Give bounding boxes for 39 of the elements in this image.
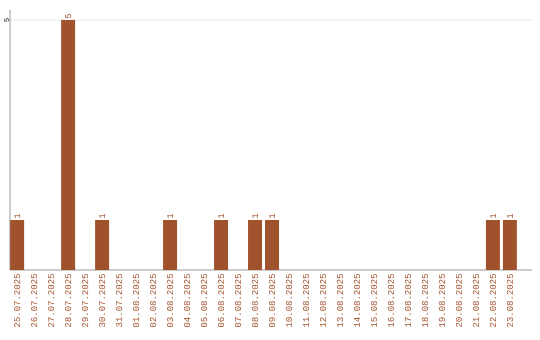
x-tick-label: 11.08.2025: [302, 274, 310, 327]
x-tick-label: 22.08.2025: [490, 274, 496, 327]
data-label: 1: [218, 214, 224, 218]
x-tick-label: 20.08.2025: [456, 274, 462, 327]
data-label: 1: [167, 214, 174, 218]
x-tick-label: 27.07.2025: [48, 274, 54, 327]
x-tick-label: 04.08.2025: [184, 274, 190, 327]
data-label: 1: [506, 214, 513, 218]
x-tick-label: 23.08.2025: [506, 274, 513, 327]
x-tick-label: 15.08.2025: [370, 274, 378, 327]
x-tick-label: 25.07.2025: [14, 274, 20, 327]
data-label: 1: [99, 214, 106, 218]
x-tick-label: 30.07.2025: [99, 274, 106, 327]
data-label: 5: [65, 14, 72, 18]
x-tick-label: 02.08.2025: [150, 274, 156, 327]
data-label: 1: [14, 214, 20, 218]
x-tick-label: 16.08.2025: [388, 274, 394, 327]
x-tick-label: 10.08.2025: [286, 274, 292, 327]
x-tick-label: 05.08.2025: [201, 274, 208, 327]
data-label: 1: [269, 214, 275, 218]
x-tick-label: 09.08.2025: [268, 274, 276, 327]
x-tick-label: 03.08.2025: [167, 274, 174, 327]
x-tick-label: 14.08.2025: [354, 274, 360, 327]
x-tick-label: 21.08.2025: [472, 274, 479, 327]
x-tick-label: 17.08.2025: [404, 274, 412, 327]
x-tick-label: 12.08.2025: [320, 274, 326, 327]
x-tick-label: 08.08.2025: [252, 274, 258, 327]
x-tick-label: 28.07.2025: [65, 274, 72, 327]
data-label: 1: [252, 214, 258, 218]
x-tick-label: 18.08.2025: [422, 274, 428, 327]
x-tick-label: 06.08.2025: [218, 274, 224, 327]
x-tick-label: 13.08.2025: [336, 274, 344, 327]
x-tick-label: 31.07.2025: [116, 274, 122, 327]
x-tick-label: 19.08.2025: [438, 274, 446, 327]
x-tick-label: 01.08.2025: [133, 274, 140, 327]
data-label: 1: [490, 214, 496, 218]
x-tick-label: 29.07.2025: [82, 274, 88, 327]
x-tick-label: 26.07.2025: [31, 274, 38, 327]
x-tick-label: 07.08.2025: [234, 274, 242, 327]
